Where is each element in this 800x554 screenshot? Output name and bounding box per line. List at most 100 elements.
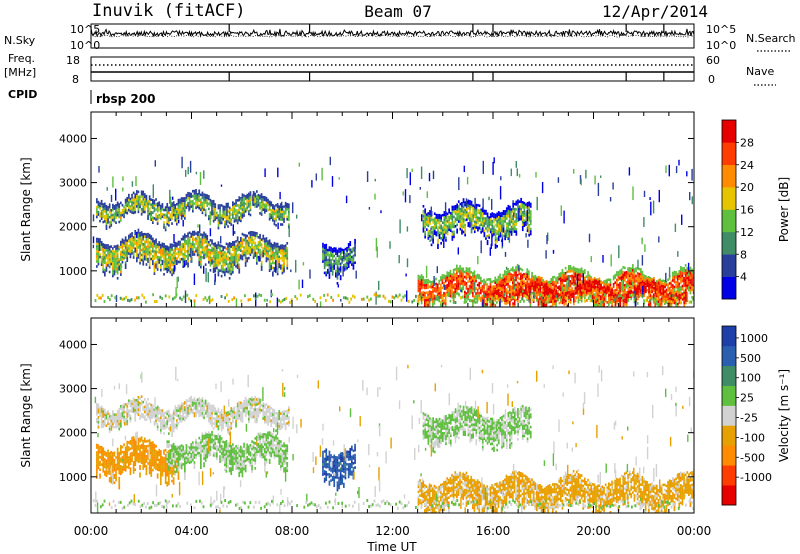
time-tick-label-2: 08:00 [275, 524, 310, 538]
colorbar-tick-label-3: 25 [740, 392, 754, 405]
date-label: 12/Apr/2014 [602, 2, 708, 21]
power-panel: 1000 2000 3000 4000 Slant Range [km] 4 8 12 16… [19, 111, 791, 308]
near-range-echoes [94, 293, 694, 304]
colorbar-tick-label-1: 500 [740, 352, 761, 365]
freq-label: Freq. [8, 52, 35, 65]
scatter-region-2 [166, 430, 289, 480]
time-axis-title: Time UT [366, 540, 417, 554]
time-tick-label-0: 00:00 [74, 524, 109, 538]
colorbar-tick-label-0: 1000 [740, 332, 768, 345]
scatter-region-1 [96, 228, 289, 280]
y-tick-label-2: 3000 [59, 177, 87, 190]
velocity-x-ticks [90, 318, 695, 513]
beam-label: Beam 07 [364, 2, 431, 21]
power-heatmap [92, 156, 694, 307]
colorbar-cell-1 [722, 465, 736, 486]
cpid-value: rbsp 200 [96, 92, 155, 106]
scatter-region-4 [422, 404, 532, 454]
time-tick-label-4: 16:00 [476, 524, 511, 538]
velocity-heatmap [92, 364, 694, 513]
colorbar-tick-label-3: 16 [740, 204, 754, 217]
y-tick-label-3: 4000 [59, 338, 87, 351]
scatter-region-1 [96, 436, 180, 490]
power-colorbar-label: Power [dB] [777, 177, 791, 242]
velocity-y-ticks: 1000 2000 3000 4000 [59, 338, 694, 484]
colorbar-cell-0 [722, 276, 736, 300]
colorbar-cell-3 [722, 209, 736, 233]
scatter-region-5 [493, 275, 687, 307]
time-axis-labels: 00:00 04:00 08:00 12:00 16:00 20:00 00:00 [74, 524, 712, 538]
scatter-region-3 [422, 197, 532, 249]
velocity-y-label: Slant Range [km] [19, 363, 33, 467]
colorbar-cell-3 [722, 425, 736, 446]
time-tick-label-3: 12:00 [375, 524, 410, 538]
velocity-colorbar-label: Velocity [m s⁻¹] [777, 369, 791, 462]
colorbar-cell-2 [722, 231, 736, 255]
nsearch-tick-top: 10^5 [706, 23, 736, 36]
y-tick-label-0: 1000 [59, 265, 87, 278]
time-tick-label-1: 04:00 [174, 524, 209, 538]
power-colorbar: 4 8 12 16 20 24 28 [721, 119, 754, 300]
freq-trace [91, 64, 694, 81]
colorbar-tick-label-6: -500 [740, 451, 765, 464]
sparse-echoes [94, 364, 694, 513]
colorbar-cell-7 [722, 120, 736, 143]
nave-label: Nave [746, 65, 774, 78]
sparse-echoes [92, 156, 693, 307]
colorbar-cell-2 [722, 445, 736, 466]
scatter-region-2 [322, 238, 356, 285]
colorbar-tick-label-5: 24 [740, 159, 754, 172]
colorbar-tick-label-4: -25 [740, 411, 758, 424]
colorbar-tick-label-5: -100 [740, 431, 765, 444]
colorbar-cell-6 [722, 365, 736, 386]
colorbar-cell-5 [722, 385, 736, 406]
cpid-panel: CPID rbsp 200 [8, 88, 155, 106]
scatter-region-3 [322, 443, 356, 492]
nsky-label: N.Sky [4, 34, 36, 47]
colorbar-tick-label-7: -1000 [740, 471, 772, 484]
colorbar-cell-0 [722, 485, 736, 506]
y-tick-label-1: 2000 [59, 221, 87, 234]
freq-unit-label: [MHz] [4, 66, 36, 79]
freq-tick-top: 18 [66, 54, 80, 67]
scatter-region-0 [96, 189, 290, 232]
colorbar-cell-1 [722, 254, 736, 277]
nsky-tick-bottom: 10^0 [70, 39, 100, 52]
colorbar-cell-6 [722, 142, 736, 166]
nsky-tick-top: 10^5 [70, 23, 100, 36]
colorbar-tick-label-2: 100 [740, 372, 761, 385]
colorbar-tick-label-6: 28 [740, 136, 754, 149]
nsearch-line [90, 34, 695, 38]
colorbar-cell-8 [722, 326, 736, 347]
nave-tick-top: 60 [706, 54, 720, 67]
colorbar-cell-4 [722, 405, 736, 426]
freq-tick-bottom: 8 [72, 73, 79, 86]
freq-panel: Freq. [MHz] 18 8 60 0 Nave [4, 52, 776, 86]
cpid-label: CPID [8, 88, 37, 101]
power-x-ticks [90, 112, 695, 307]
colorbar-tick-label-1: 8 [740, 248, 747, 261]
nsky-panel: N.Sky 10^5 10^0 10^5 10^0 N.Search [4, 23, 796, 52]
nsearch-label: N.Search [746, 32, 796, 45]
colorbar-tick-label-0: 4 [740, 271, 747, 284]
velocity-colorbar: 1000 500 100 25 -25 -100 -500 -1000 [721, 325, 772, 506]
colorbar-cell-4 [722, 187, 736, 210]
y-tick-label-2: 3000 [59, 383, 87, 396]
y-tick-label-1: 2000 [59, 427, 87, 440]
power-y-label: Slant Range [km] [19, 157, 33, 261]
colorbar-tick-label-4: 20 [740, 181, 754, 194]
station-title: Inuvik (fitACF) [92, 1, 246, 21]
y-tick-label-0: 1000 [59, 471, 87, 484]
velocity-panel: 1000 2000 3000 4000 Slant Range [km] 1000 50… [19, 317, 791, 514]
nsky-line [90, 28, 695, 38]
nave-tick-bottom: 0 [708, 73, 715, 86]
scatter-region-5 [417, 470, 694, 513]
colorbar-cell-7 [722, 345, 736, 367]
nsky-trace [90, 24, 695, 38]
colorbar-tick-label-2: 12 [740, 226, 754, 239]
scatter-region-0 [96, 395, 290, 437]
y-tick-label-3: 4000 [59, 132, 87, 145]
colorbar-frame [721, 325, 737, 506]
time-tick-label-6: 00:00 [677, 524, 712, 538]
